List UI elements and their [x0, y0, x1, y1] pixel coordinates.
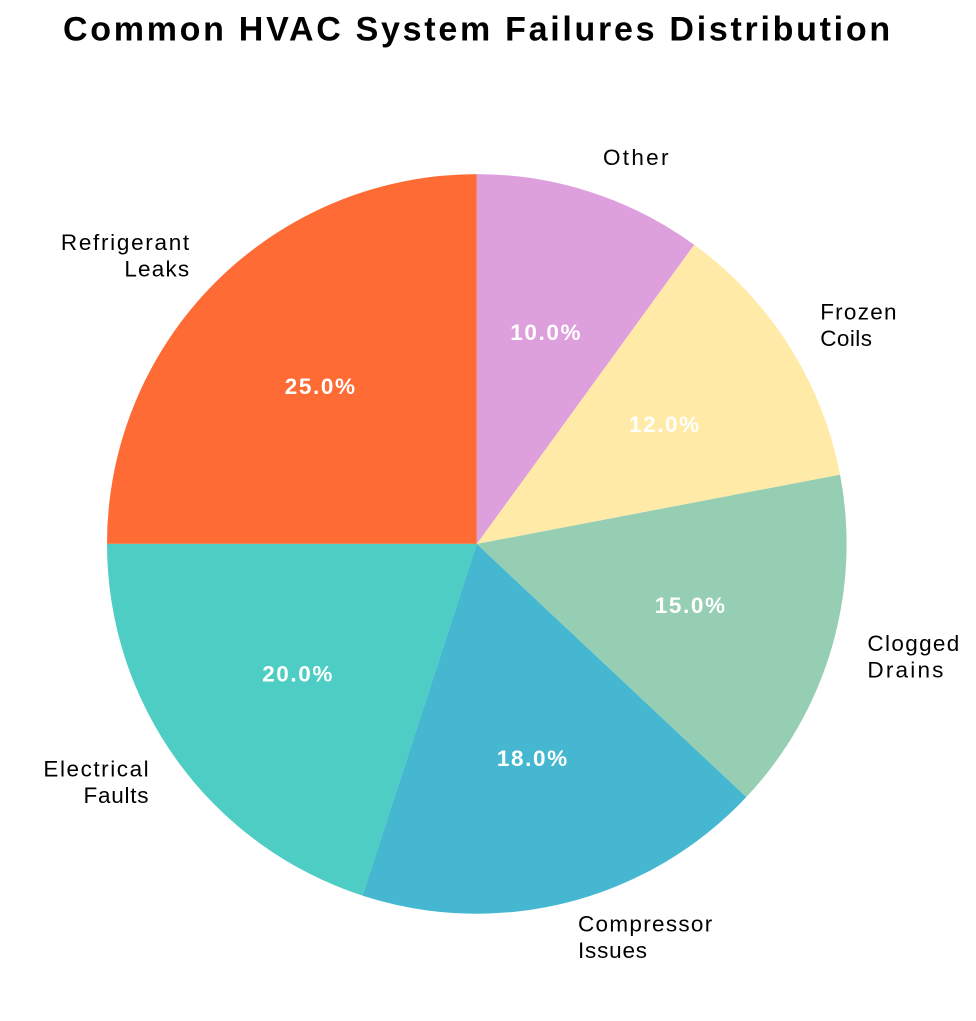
- svg-text:Refrigerant: Refrigerant: [61, 230, 191, 255]
- svg-text:Faults: Faults: [84, 783, 150, 808]
- svg-text:Common HVAC System Failures Di: Common HVAC System Failures Distribution: [63, 11, 893, 49]
- svg-text:Frozen: Frozen: [820, 300, 898, 325]
- svg-text:Drains: Drains: [867, 658, 945, 683]
- svg-text:Other: Other: [603, 145, 671, 170]
- svg-text:Coils: Coils: [820, 326, 872, 351]
- svg-text:15.0%: 15.0%: [655, 593, 727, 618]
- svg-text:Leaks: Leaks: [124, 256, 190, 281]
- svg-text:20.0%: 20.0%: [262, 661, 334, 686]
- svg-text:Clogged: Clogged: [867, 631, 960, 656]
- svg-text:12.0%: 12.0%: [629, 412, 701, 437]
- svg-text:10.0%: 10.0%: [510, 320, 582, 345]
- svg-text:Issues: Issues: [578, 938, 648, 963]
- svg-text:Compressor: Compressor: [578, 911, 714, 936]
- svg-text:Electrical: Electrical: [43, 757, 150, 782]
- svg-text:25.0%: 25.0%: [285, 374, 357, 399]
- svg-text:18.0%: 18.0%: [497, 746, 569, 771]
